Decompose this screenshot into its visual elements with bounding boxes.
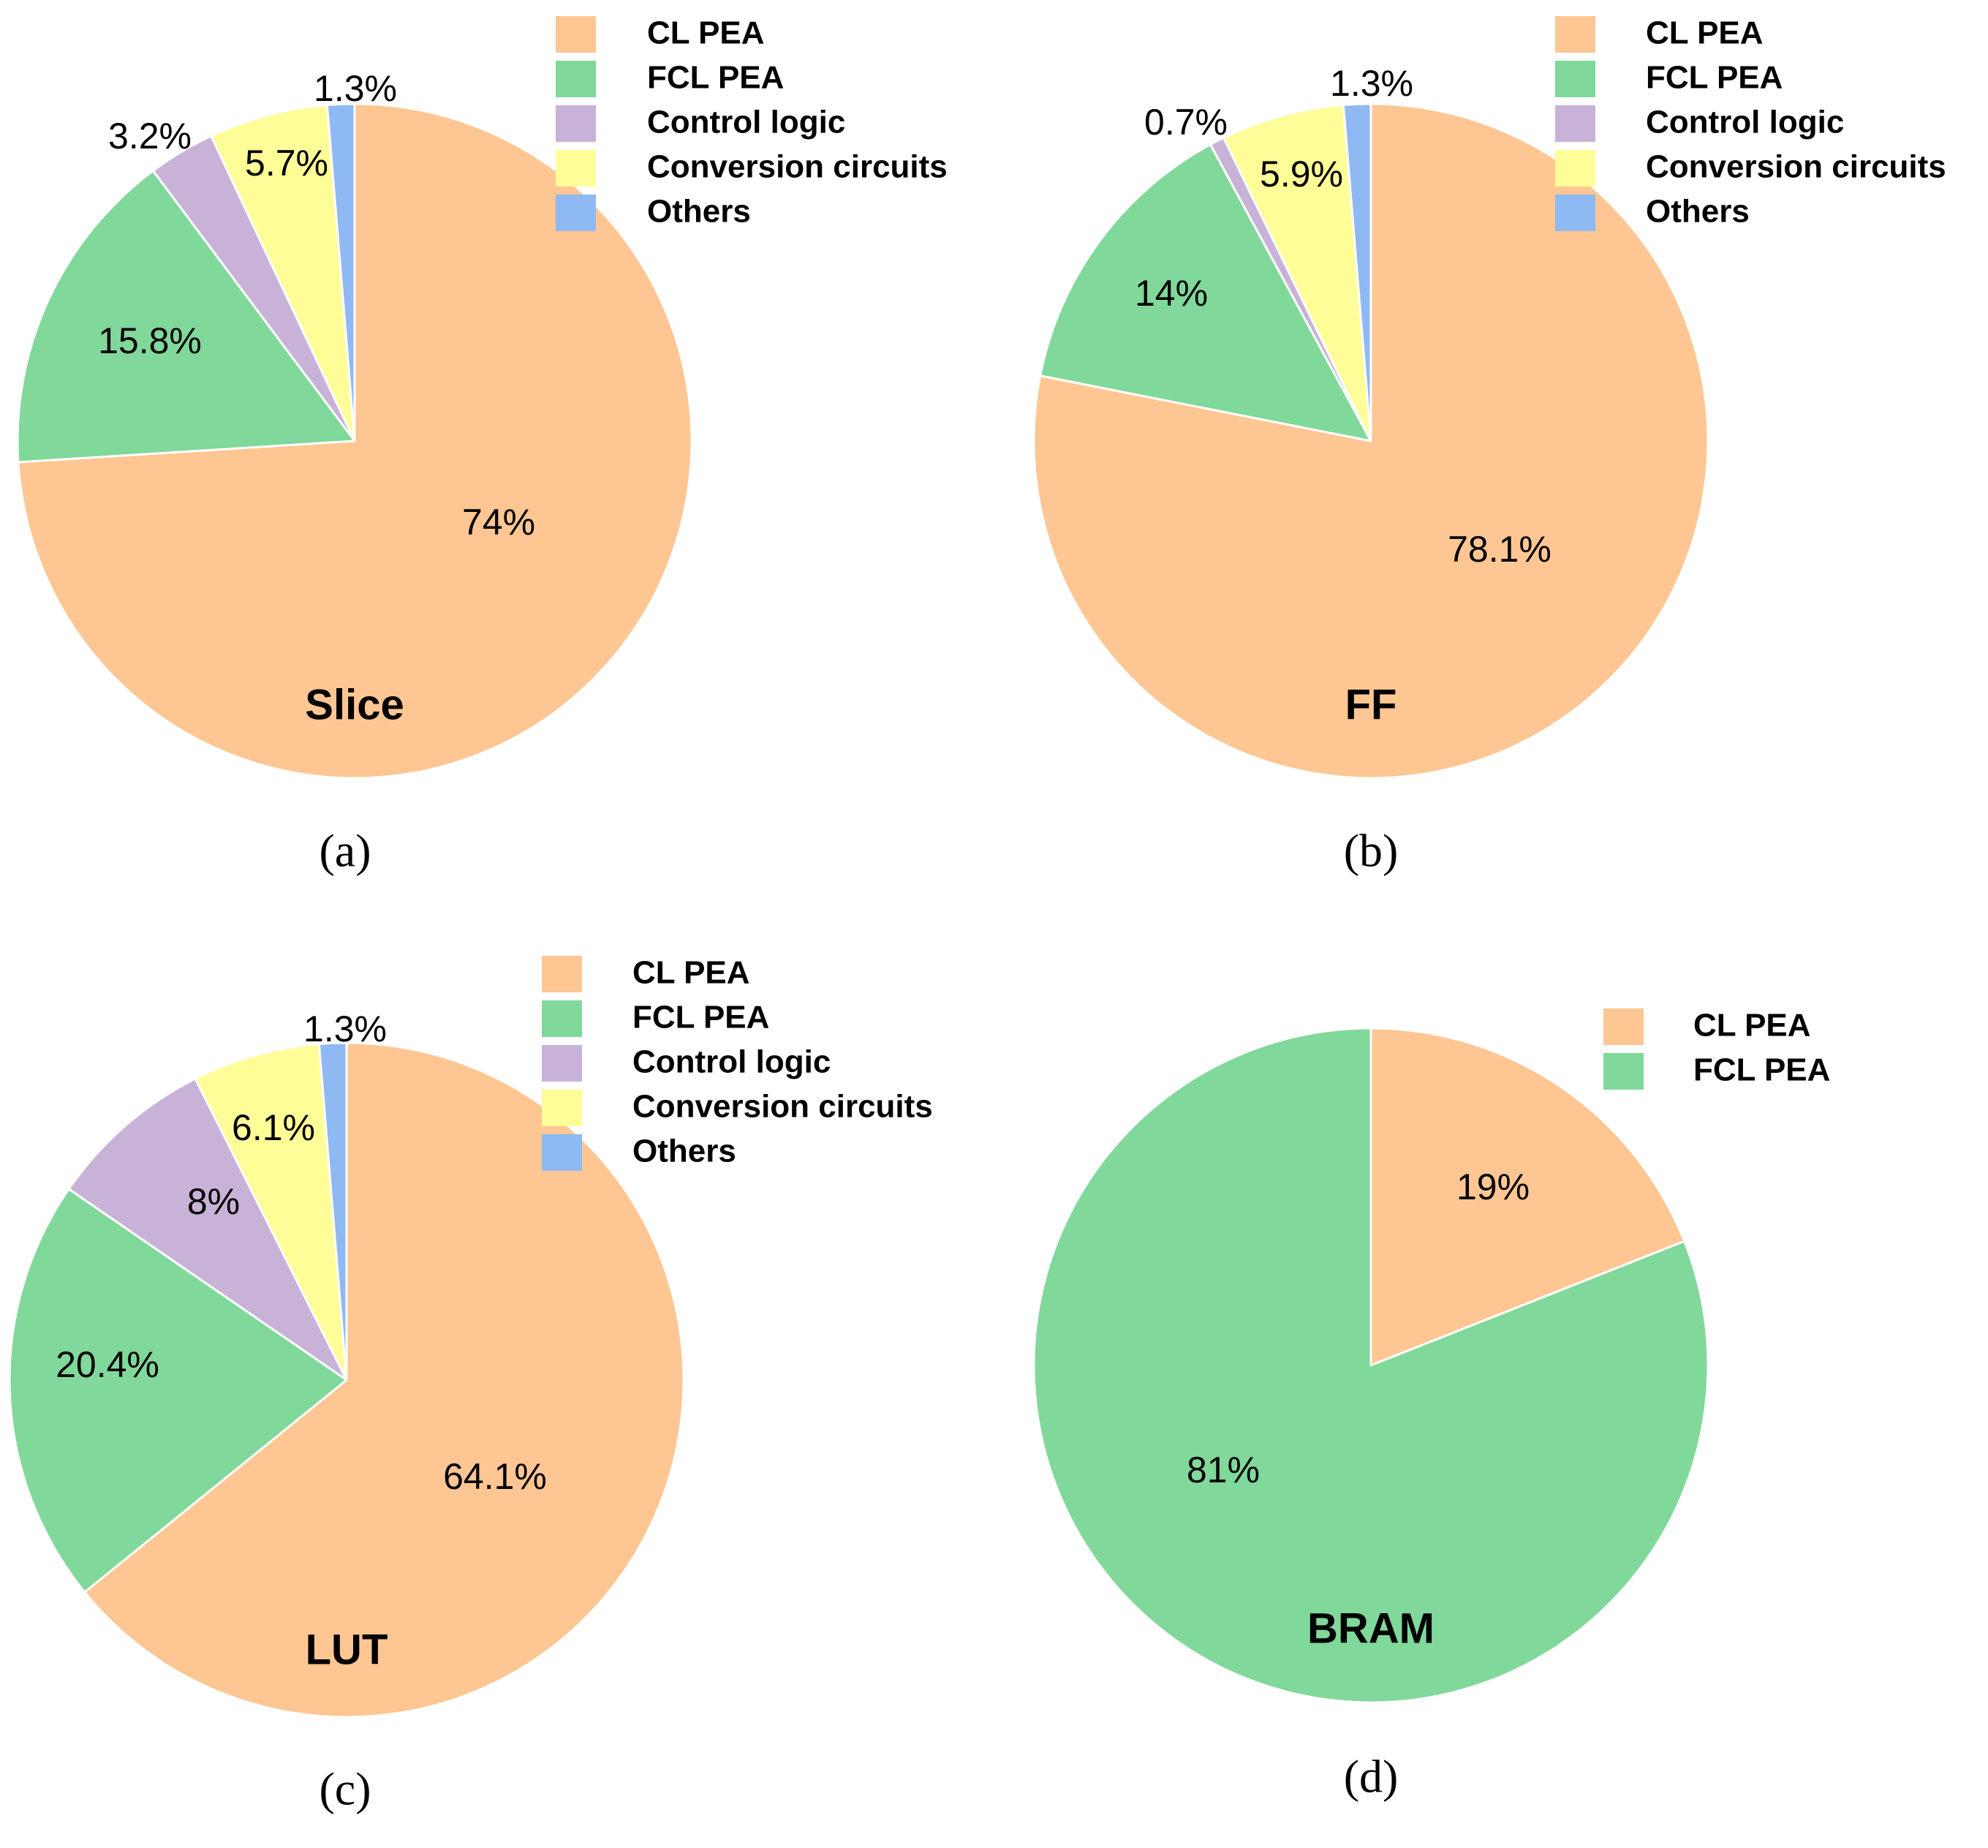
slice-fcl-pea <box>16 169 356 464</box>
value-label-conversion-circuits: 6.1% <box>232 1107 315 1148</box>
slice-conversion-circuits <box>210 104 356 442</box>
legend-swatch-conversion-circuits <box>556 150 596 186</box>
legend-swatch-others <box>1555 195 1595 231</box>
legend-label-others: Others <box>1646 194 1750 230</box>
slice-control-logic <box>67 1077 348 1381</box>
value-label-fcl-pea: 14% <box>1135 273 1208 314</box>
pie-chart-ff: 78.1% 14% 0.7% 5.9% 1.3% FF CL PEA FCL PEA Contr… <box>1032 15 1946 877</box>
chart-title: FF <box>1345 681 1397 728</box>
value-label-control-logic: 0.7% <box>1144 102 1228 143</box>
pie-chart-bram: 19% 81% BRAM CL PEA FCL PEA (d) <box>1032 1008 1830 1803</box>
legend-label-cl-pea: CL PEA <box>632 955 750 991</box>
value-label-conversion-circuits: 5.9% <box>1260 154 1343 195</box>
legend-swatch-conversion-circuits <box>1555 150 1595 186</box>
legend-swatch-control-logic <box>556 105 596 142</box>
legend: CL PEA FCL PEA <box>1603 1008 1830 1090</box>
slice-cl-pea <box>1032 102 1709 780</box>
legend-swatch-cl-pea <box>556 16 596 53</box>
legend: CL PEA FCL PEA Control logic Conversion cir… <box>556 15 948 231</box>
slice-fcl-pea <box>8 1188 348 1594</box>
legend-label-fcl-pea: FCL PEA <box>1646 60 1783 96</box>
legend-label-fcl-pea: FCL PEA <box>647 60 784 96</box>
panel-caption: (d) <box>1344 1751 1399 1803</box>
value-label-others: 1.3% <box>303 1008 387 1049</box>
legend-label-others: Others <box>632 1134 736 1169</box>
legend-swatch-cl-pea <box>1555 16 1595 53</box>
value-label-control-logic: 8% <box>187 1181 240 1222</box>
value-label-conversion-circuits: 5.7% <box>245 143 328 184</box>
value-label-control-logic: 3.2% <box>108 116 192 156</box>
legend-label-cl-pea: CL PEA <box>647 15 765 51</box>
panel-caption: (a) <box>319 825 371 877</box>
value-label-others: 1.3% <box>314 68 397 109</box>
slice-fcl-pea <box>1039 143 1372 442</box>
legend-swatch-cl-pea <box>1603 1008 1644 1045</box>
slice-cl-pea <box>1369 1027 1686 1367</box>
legend-swatch-others <box>556 195 596 231</box>
legend: CL PEA FCL PEA Control logic Conversion cir… <box>1555 15 1946 231</box>
legend-swatch-cl-pea <box>542 956 582 992</box>
chart-title: LUT <box>306 1626 388 1673</box>
chart-title: BRAM <box>1307 1604 1435 1652</box>
legend-label-control-logic: Control logic <box>1646 105 1844 140</box>
legend-label-cl-pea: CL PEA <box>1693 1008 1811 1044</box>
legend-label-conversion-circuits: Conversion circuits <box>647 149 948 185</box>
slice-others <box>325 102 356 442</box>
legend-label-conversion-circuits: Conversion circuits <box>632 1089 933 1125</box>
slice-conversion-circuits <box>1222 104 1372 442</box>
legend-swatch-control-logic <box>1555 105 1595 142</box>
value-label-cl-pea: 19% <box>1456 1166 1530 1207</box>
legend-label-fcl-pea: FCL PEA <box>1693 1052 1830 1088</box>
value-label-fcl-pea: 15.8% <box>98 320 202 361</box>
legend-swatch-others <box>542 1134 582 1171</box>
value-label-fcl-pea: 81% <box>1187 1449 1260 1490</box>
slice-conversion-circuits <box>194 1043 348 1381</box>
legend-swatch-control-logic <box>542 1045 582 1082</box>
legend: CL PEA FCL PEA Control logic Conversion cir… <box>542 955 933 1171</box>
value-label-fcl-pea: 20.4% <box>56 1344 159 1385</box>
value-label-cl-pea: 78.1% <box>1448 529 1552 570</box>
chart-title: Slice <box>305 681 404 728</box>
legend-label-conversion-circuits: Conversion circuits <box>1646 149 1946 185</box>
legend-swatch-fcl-pea <box>1603 1053 1644 1090</box>
slice-others <box>317 1041 348 1381</box>
legend-swatch-fcl-pea <box>542 1000 582 1037</box>
panel-caption: (c) <box>319 1763 371 1815</box>
legend-label-fcl-pea: FCL PEA <box>632 1000 769 1036</box>
slice-fcl-pea <box>1032 1027 1709 1704</box>
legend-label-others: Others <box>647 194 751 230</box>
legend-swatch-fcl-pea <box>556 61 596 97</box>
slice-others <box>1342 102 1372 442</box>
pie-chart-lut: 64.1% 20.4% 8% 6.1% 1.3% LUT CL PEA FCL PEA Cont… <box>8 955 933 1815</box>
pie-chart-slice: 74% 15.8% 3.2% 5.7% 1.3% Slice CL PEA FCL PEA Co… <box>16 15 948 877</box>
value-label-cl-pea: 64.1% <box>443 1456 547 1497</box>
legend-label-control-logic: Control logic <box>632 1044 831 1080</box>
legend-label-cl-pea: CL PEA <box>1646 15 1764 51</box>
value-label-cl-pea: 74% <box>462 502 535 543</box>
value-label-others: 1.3% <box>1330 63 1413 104</box>
legend-swatch-fcl-pea <box>1555 61 1595 97</box>
panel-caption: (b) <box>1344 825 1399 877</box>
legend-label-control-logic: Control logic <box>647 105 845 140</box>
legend-swatch-conversion-circuits <box>542 1090 582 1126</box>
